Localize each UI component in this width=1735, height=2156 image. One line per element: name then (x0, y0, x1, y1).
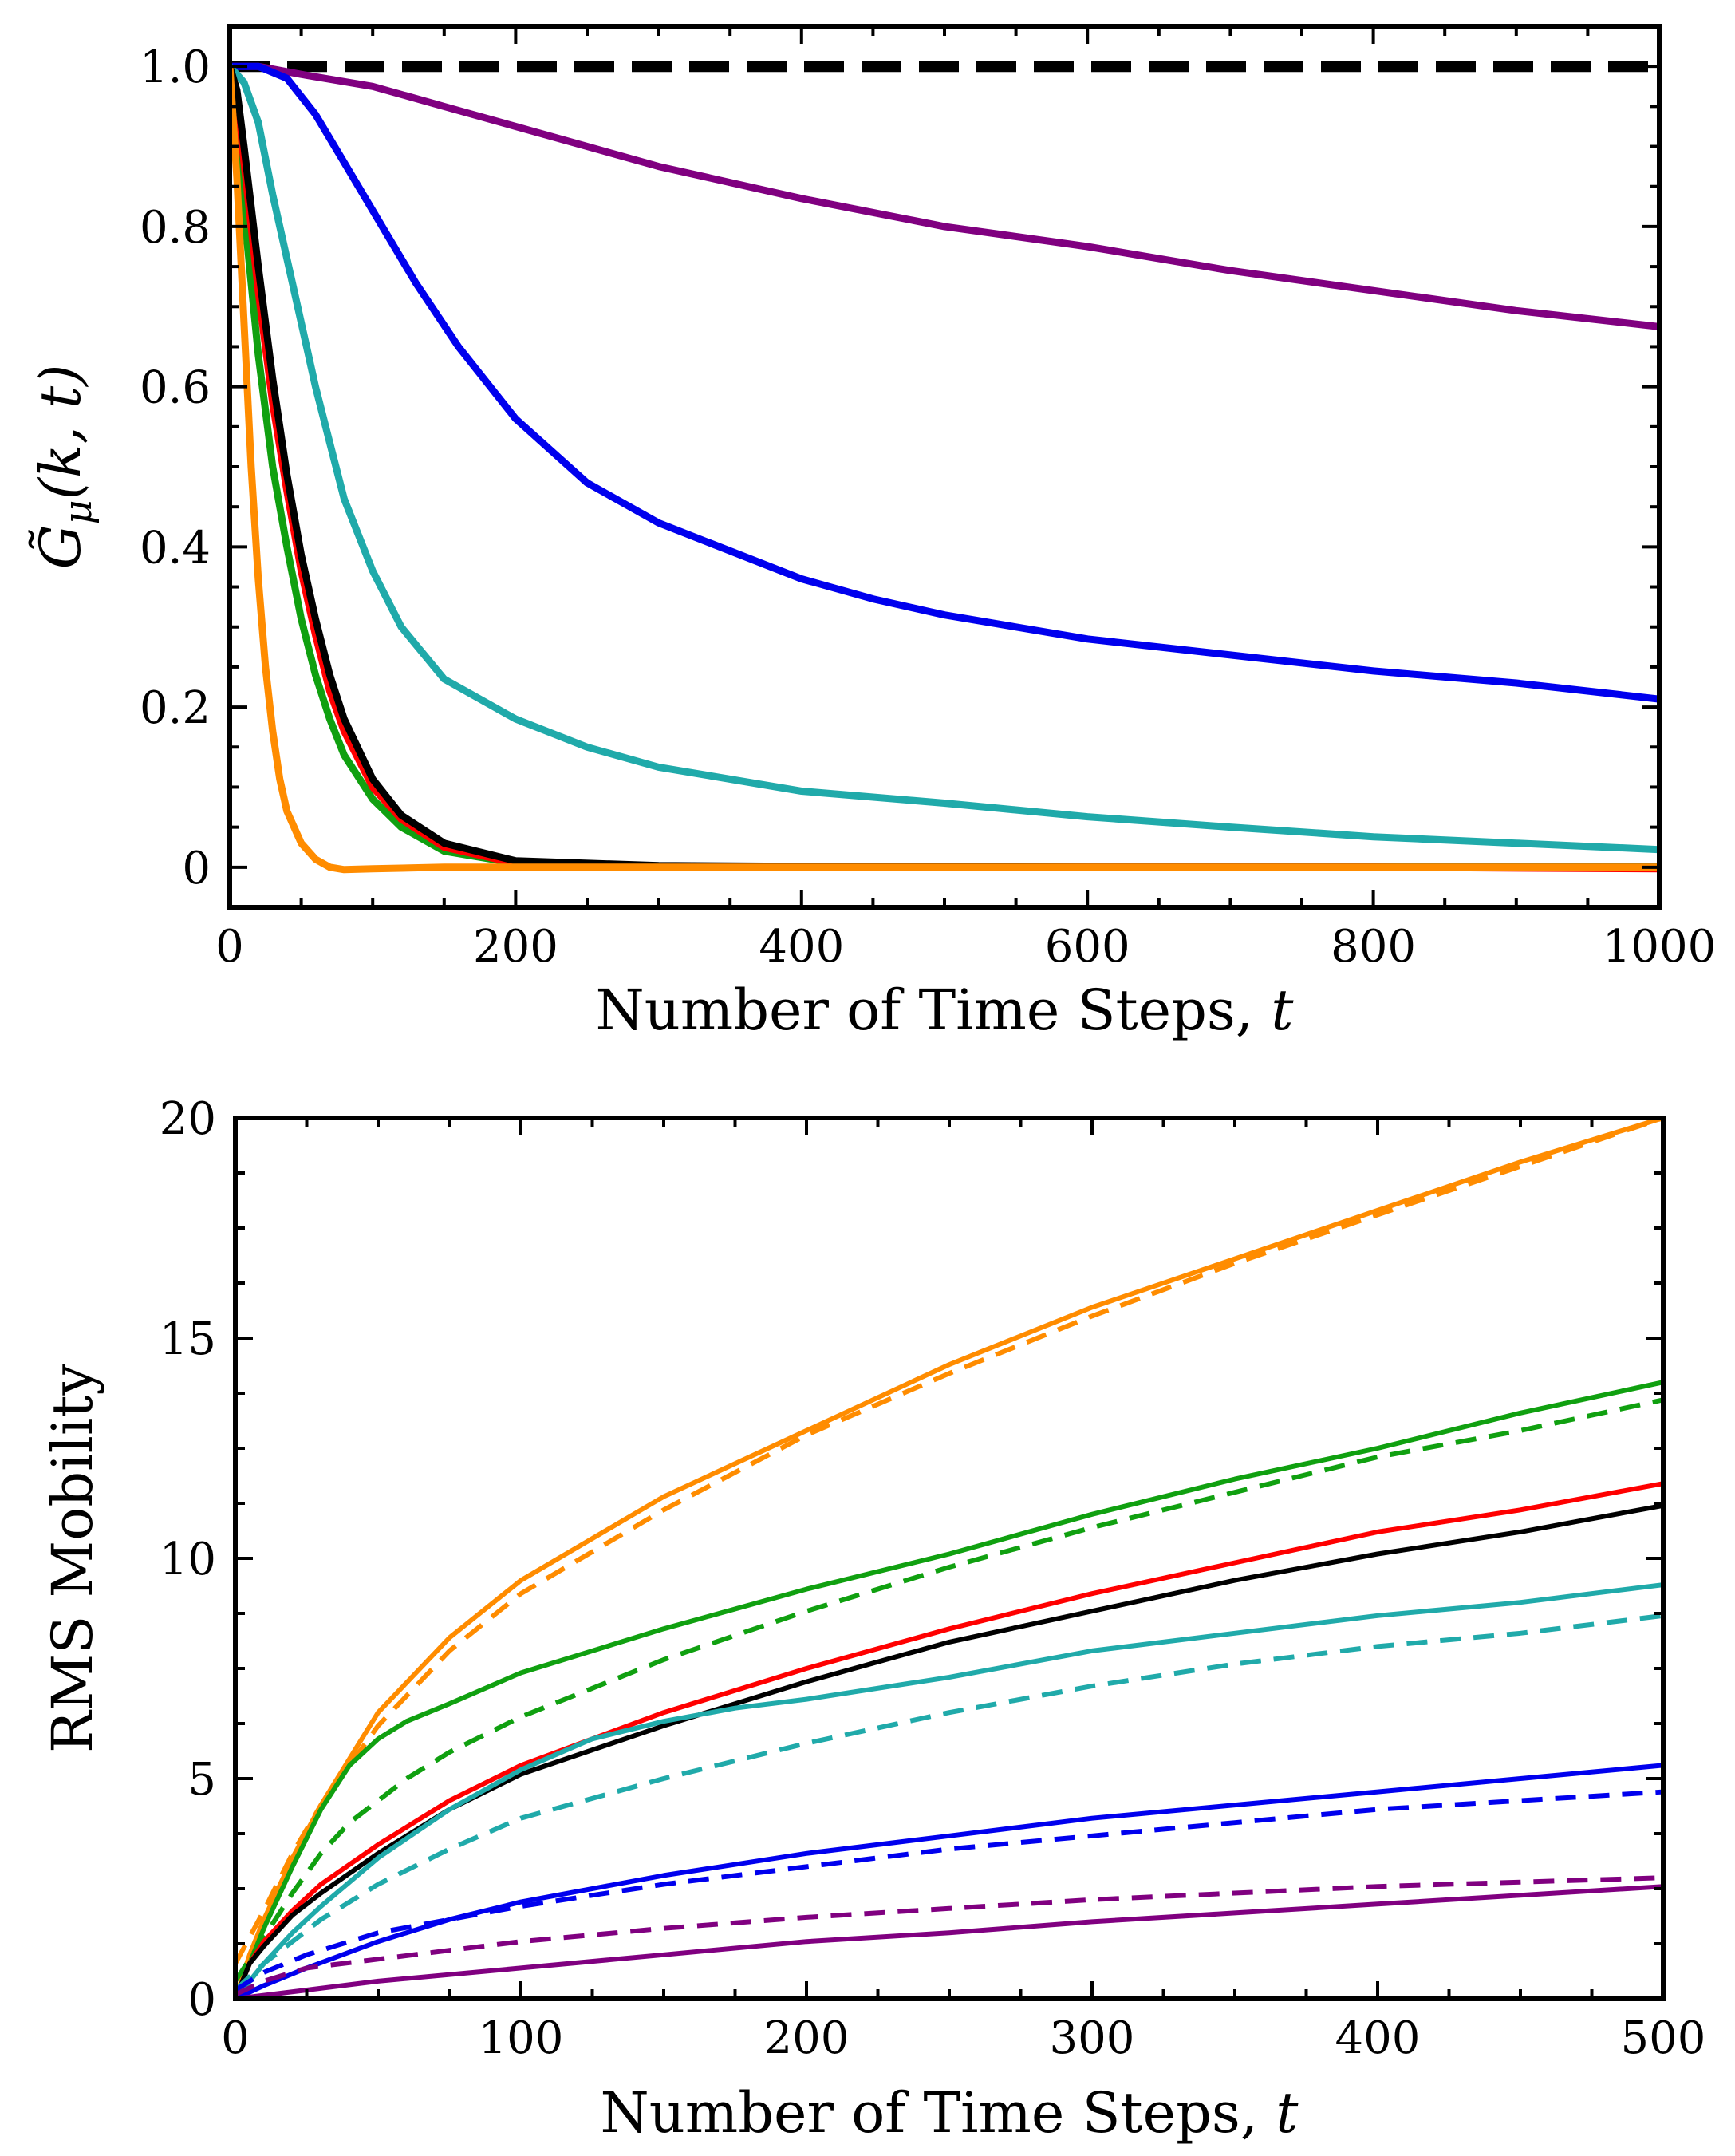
bottom-x-tick-label: 200 (764, 2012, 850, 2064)
top-x-tick-label: 800 (1331, 921, 1416, 973)
top-series-black (230, 65, 1659, 871)
top-x-tick-label: 600 (1045, 921, 1130, 973)
bottom-series-orange (235, 1118, 1663, 1999)
top-x-tick-label: 400 (759, 921, 844, 973)
bottom-x-axis-label: Number of Time Steps, t (601, 2080, 1299, 2146)
bottom-plot-area (235, 1118, 1663, 1999)
bottom-series-purple-dashed (235, 1875, 1663, 1997)
top-y-tick-label: 0.2 (140, 682, 211, 734)
bottom-series-green (235, 1380, 1663, 1999)
bottom-x-tick-label: 300 (1050, 2012, 1135, 2064)
bottom-series-blue (235, 1763, 1663, 1999)
bottom-series-green-dashed (235, 1397, 1663, 1983)
top-series-red (230, 65, 1659, 873)
bottom-y-axis-label: RMS Mobility (40, 1364, 105, 1754)
bottom-series-orange-dashed (235, 1118, 1663, 1965)
bottom-x-tick-label: 100 (479, 2012, 564, 2064)
top-ticks (228, 25, 1661, 909)
top-y-tick-label: 0.4 (140, 522, 211, 574)
bottom-series-cyan-dashed (235, 1613, 1663, 1992)
top-plot-area (230, 61, 1659, 874)
bottom-y-tick-label: 0 (187, 1974, 216, 2026)
bottom-axes-frame (233, 1116, 1666, 2001)
bottom-series-black (235, 1502, 1663, 1999)
bottom-y-tick-label: 5 (187, 1754, 216, 1806)
top-series-green (230, 65, 1659, 871)
top-y-axis-label: G̃μ(k, t) (28, 365, 101, 570)
bottom-x-tick-label: 500 (1621, 2012, 1706, 2064)
bottom-series-blue-dashed (235, 1789, 1663, 1992)
top-x-tick-label: 0 (215, 921, 244, 973)
bottom-x-tick-label: 400 (1335, 2012, 1421, 2064)
top-axes-frame (227, 24, 1662, 910)
top-y-tick-label: 0 (182, 843, 211, 894)
bottom-y-tick-label: 10 (160, 1534, 216, 1585)
bottom-series-cyan (235, 1582, 1663, 1999)
top-y-tick-label: 0.6 (140, 362, 211, 414)
bottom-x-tick-label: 0 (221, 2012, 250, 2064)
bottom-y-tick-label: 15 (160, 1313, 216, 1365)
top-series-purple (230, 62, 1659, 330)
top-panel: 0 200 400 600 800 1000 0 0.2 0.4 0.6 0.8 1.0 Number … (28, 24, 1717, 1043)
top-x-tick-label: 200 (473, 921, 558, 973)
top-series-orange (230, 65, 1659, 874)
top-x-tick-label: 1000 (1603, 921, 1717, 973)
bottom-ticks (234, 1116, 1665, 2000)
bottom-y-tick-label: 20 (160, 1093, 216, 1145)
top-series-blue (230, 62, 1659, 703)
bottom-panel: 0 100 200 300 400 500 0 5 10 15 20 Number of Time S… (40, 1093, 1705, 2146)
top-y-tick-label: 0.8 (140, 202, 211, 254)
top-series-cyan (230, 64, 1659, 854)
bottom-series-purple (235, 1884, 1663, 1999)
top-y-tick-label: 1.0 (140, 41, 211, 93)
top-x-axis-label: Number of Time Steps, t (596, 977, 1295, 1043)
